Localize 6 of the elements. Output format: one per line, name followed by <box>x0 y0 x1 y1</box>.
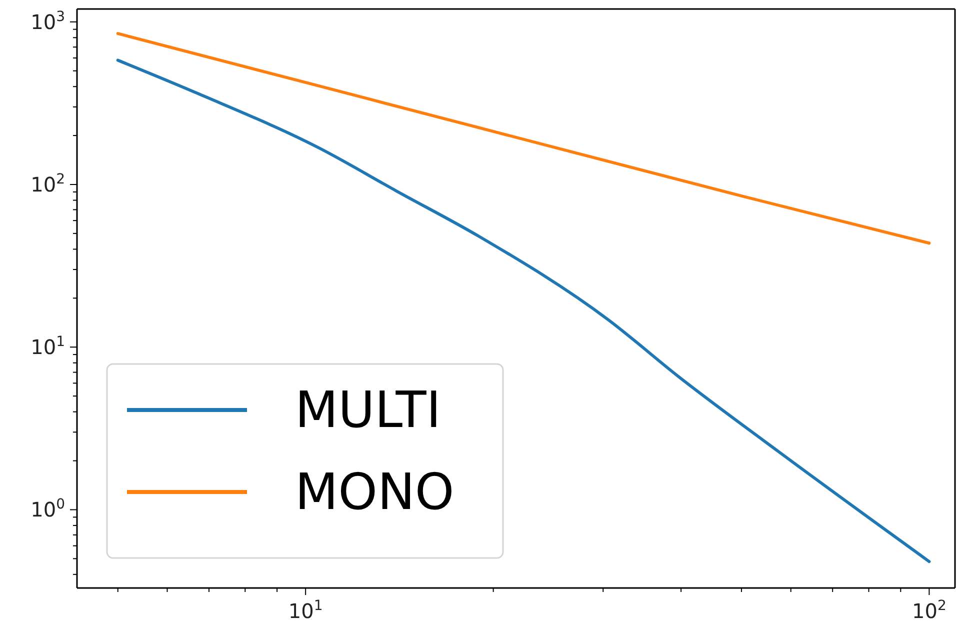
y-tick-label: 10$^{0}$ <box>30 496 65 522</box>
legend-label: MULTI <box>295 381 441 439</box>
y-tick-label: 10$^{1}$ <box>30 334 65 360</box>
y-tick-label: 10$^{2}$ <box>30 171 65 196</box>
y-tick-label: 10$^{3}$ <box>30 8 65 34</box>
legend-label: MONO <box>295 463 454 521</box>
